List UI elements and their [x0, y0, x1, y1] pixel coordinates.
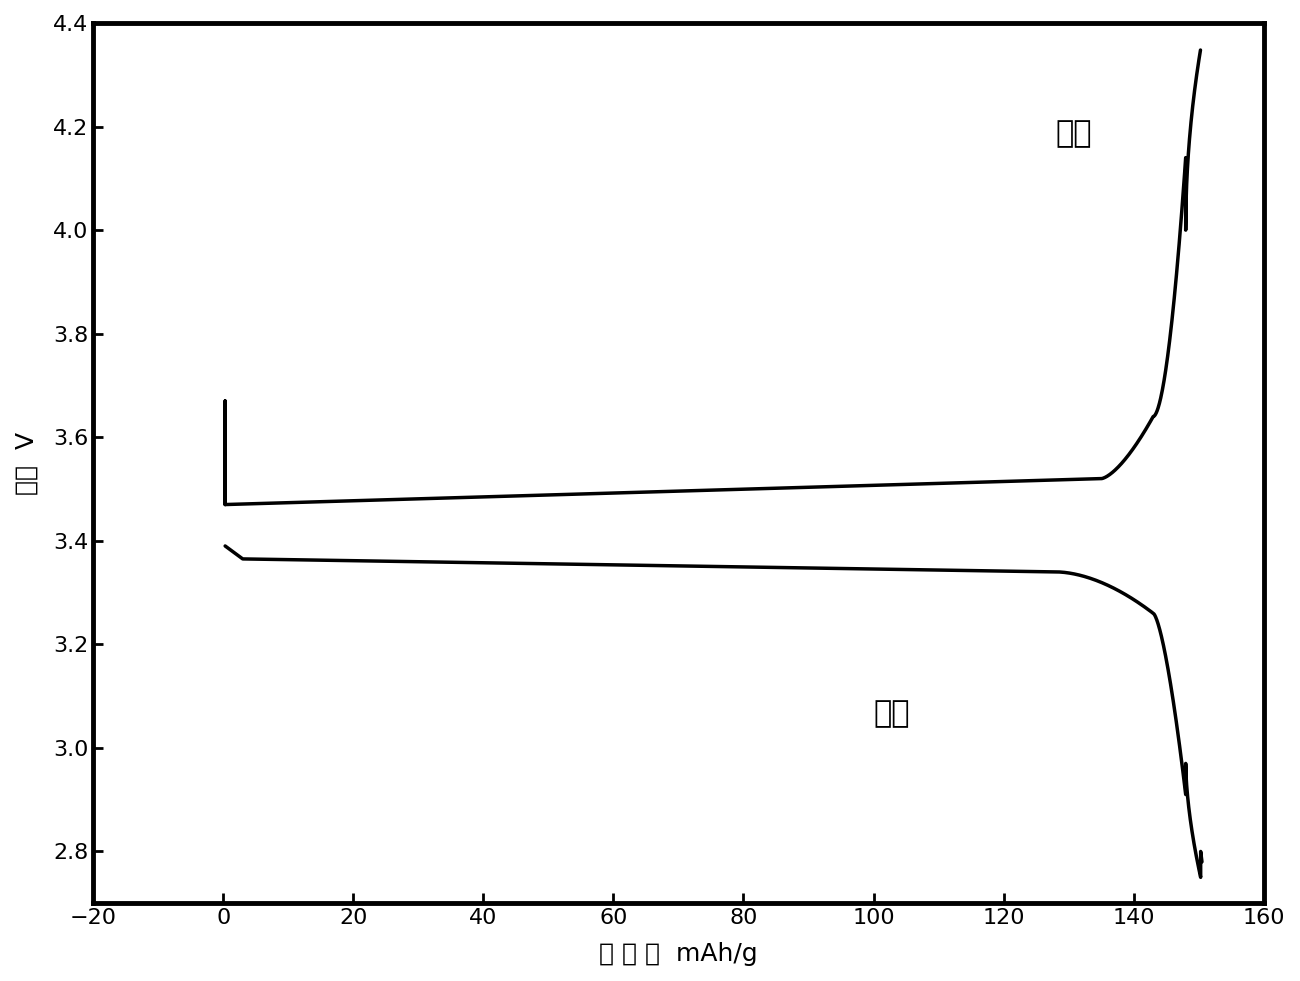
Y-axis label: 电压  V: 电压 V [16, 432, 39, 494]
Text: 充电: 充电 [1056, 119, 1092, 148]
Text: 放电: 放电 [874, 699, 910, 728]
X-axis label: 比 容 量  mAh/g: 比 容 量 mAh/g [599, 942, 758, 966]
